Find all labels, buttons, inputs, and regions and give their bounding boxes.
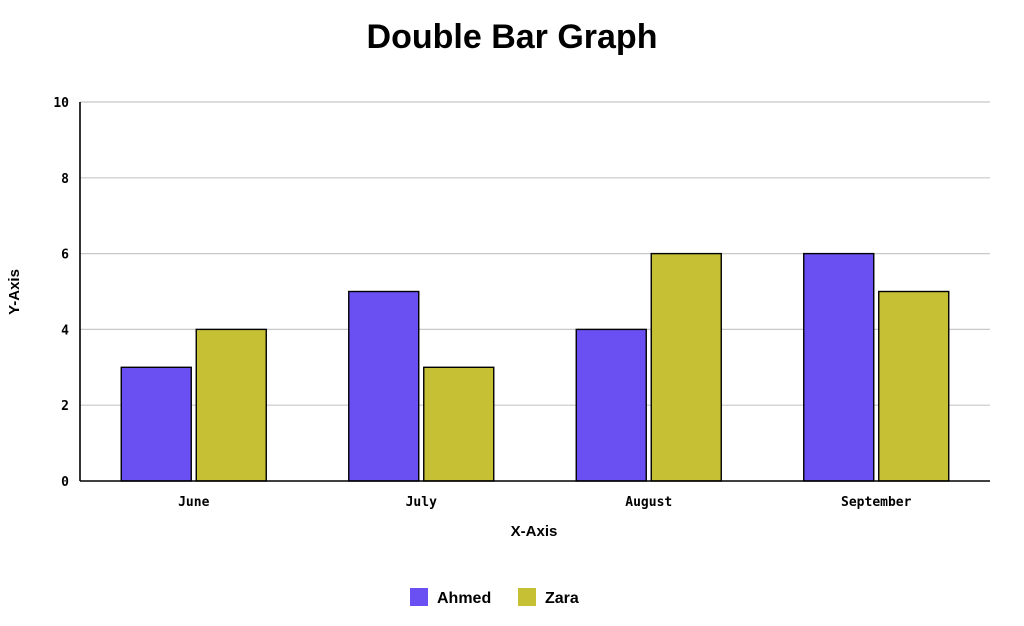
legend-label-zara: Zara	[545, 590, 579, 607]
bar-zara-september	[878, 290, 950, 482]
bars	[120, 252, 950, 482]
y-tick-label: 8	[61, 172, 69, 187]
y-axis-title: Y-Axis	[6, 269, 23, 315]
y-tick-label: 2	[61, 399, 69, 414]
legend-label-ahmed: Ahmed	[437, 590, 491, 607]
chart-title: Double Bar Graph	[367, 18, 658, 56]
y-tick-labels: 0 2 4 6 8 10	[53, 96, 69, 490]
x-tick-label: July	[406, 495, 437, 510]
x-tick-label: June	[178, 495, 209, 510]
y-tick-label: 4	[61, 323, 69, 338]
x-tick-labels: June July August September	[178, 495, 912, 510]
bar-zara-june	[195, 328, 267, 482]
bar-ahmed-july	[348, 290, 420, 482]
legend-swatch-ahmed	[410, 588, 428, 606]
legend: Ahmed Zara	[410, 588, 579, 607]
x-tick-label: August	[625, 495, 672, 510]
bar-zara-july	[423, 366, 495, 482]
y-tick-label: 6	[61, 248, 69, 263]
bar-zara-august	[650, 252, 722, 482]
y-tick-label: 0	[61, 475, 69, 490]
y-tick-label: 10	[53, 96, 69, 111]
bar-ahmed-june	[120, 366, 192, 482]
x-axis-title: X-Axis	[511, 523, 558, 540]
x-tick-label: September	[841, 495, 912, 510]
bar-ahmed-august	[575, 328, 647, 482]
legend-swatch-zara	[518, 588, 536, 606]
bar-ahmed-september	[803, 252, 875, 482]
